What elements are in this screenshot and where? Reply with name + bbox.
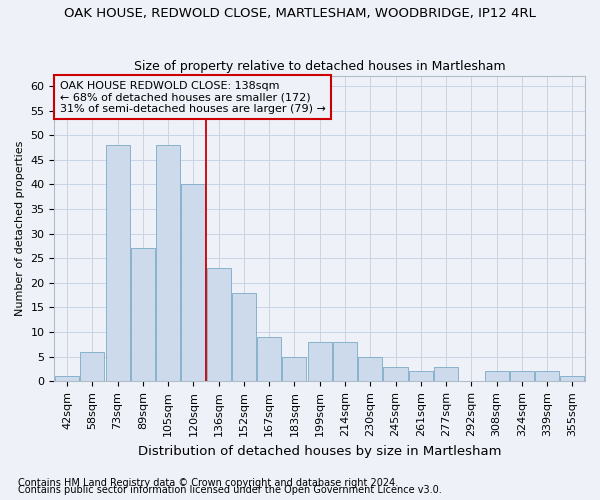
Bar — [131, 248, 155, 382]
Bar — [181, 184, 205, 382]
Bar — [358, 356, 382, 382]
Bar — [409, 372, 433, 382]
X-axis label: Distribution of detached houses by size in Martlesham: Distribution of detached houses by size … — [138, 444, 502, 458]
Bar — [257, 337, 281, 382]
Bar — [510, 372, 534, 382]
Text: OAK HOUSE, REDWOLD CLOSE, MARTLESHAM, WOODBRIDGE, IP12 4RL: OAK HOUSE, REDWOLD CLOSE, MARTLESHAM, WO… — [64, 8, 536, 20]
Text: Contains HM Land Registry data © Crown copyright and database right 2024.: Contains HM Land Registry data © Crown c… — [18, 478, 398, 488]
Bar — [383, 366, 407, 382]
Bar — [232, 292, 256, 382]
Title: Size of property relative to detached houses in Martlesham: Size of property relative to detached ho… — [134, 60, 506, 74]
Bar — [535, 372, 559, 382]
Text: Contains public sector information licensed under the Open Government Licence v3: Contains public sector information licen… — [18, 485, 442, 495]
Bar — [206, 268, 230, 382]
Bar — [485, 372, 509, 382]
Text: OAK HOUSE REDWOLD CLOSE: 138sqm
← 68% of detached houses are smaller (172)
31% o: OAK HOUSE REDWOLD CLOSE: 138sqm ← 68% of… — [60, 80, 326, 114]
Bar — [80, 352, 104, 382]
Bar — [434, 366, 458, 382]
Bar — [308, 342, 332, 382]
Bar — [106, 145, 130, 382]
Y-axis label: Number of detached properties: Number of detached properties — [15, 141, 25, 316]
Bar — [55, 376, 79, 382]
Bar — [156, 145, 180, 382]
Bar — [333, 342, 357, 382]
Bar — [283, 356, 307, 382]
Bar — [560, 376, 584, 382]
